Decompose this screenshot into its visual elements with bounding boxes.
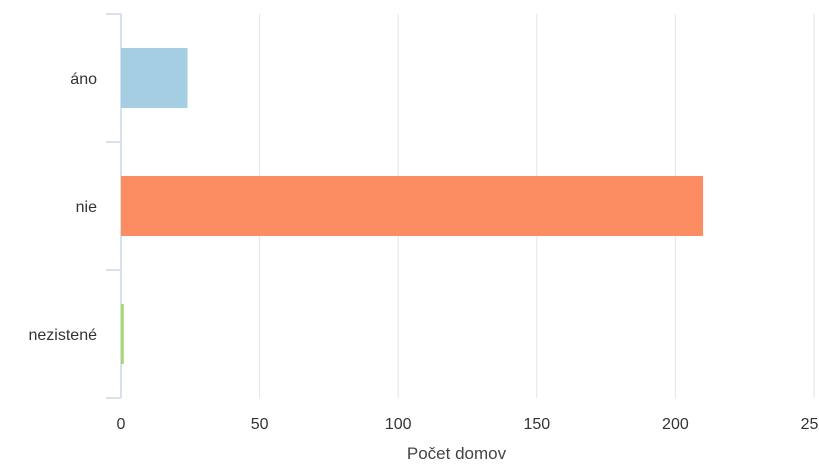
x-tick-label: 250 — [801, 416, 819, 433]
category-labels: áno nie nezistené — [29, 71, 98, 344]
x-tick-label: 100 — [385, 416, 412, 433]
category-label: nie — [76, 199, 97, 216]
category-label: áno — [70, 71, 97, 88]
bars — [121, 48, 704, 364]
x-tick-label: 50 — [251, 416, 269, 433]
bar-0[interactable] — [121, 48, 188, 108]
x-tick-label: 150 — [523, 416, 550, 433]
x-tick-label: 200 — [662, 416, 689, 433]
bar-1[interactable] — [121, 176, 704, 236]
x-axis-title: Počet domov — [407, 444, 507, 463]
bar-2[interactable] — [121, 304, 124, 364]
x-tick-label: 0 — [117, 416, 126, 433]
tick-labels: 0 50 100 150 200 250 — [117, 416, 819, 433]
category-label: nezistené — [29, 327, 98, 344]
category-axis — [106, 13, 122, 399]
